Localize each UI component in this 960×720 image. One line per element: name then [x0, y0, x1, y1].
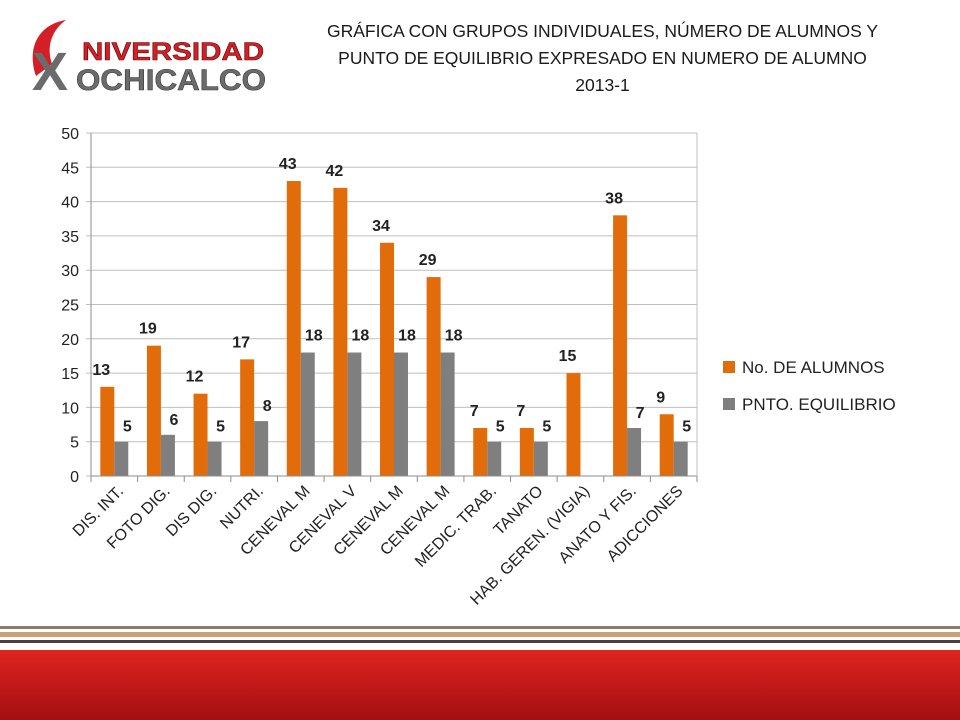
bar-alumnos: [613, 215, 628, 476]
y-tick-label: 10: [61, 400, 79, 417]
chart-title-line-2: PUNTO DE EQUILIBRIO EXPRESADO EN NUMERO …: [338, 48, 867, 68]
bar-equilibrio: [114, 441, 129, 476]
y-tick-label: 35: [61, 229, 79, 246]
data-label-equilibrio: 8: [263, 398, 272, 415]
x-category-label: DIS DIG.: [163, 483, 220, 540]
logo-line-2: OCHICALCO: [76, 64, 266, 97]
bar-equilibrio: [300, 352, 315, 476]
data-label-alumnos: 19: [139, 321, 157, 338]
bar-alumnos: [380, 242, 394, 476]
axes: [90, 133, 698, 482]
footer-band: [0, 626, 960, 720]
bar-equilibrio: [160, 434, 175, 476]
data-label-alumnos: 12: [186, 369, 204, 386]
data-label-alumnos: 15: [559, 348, 577, 365]
data-label-alumnos: 17: [232, 334, 250, 351]
bar-alumnos: [193, 393, 208, 476]
bar-equilibrio: [440, 352, 455, 476]
y-tick-label: 50: [61, 126, 79, 143]
bar-alumnos: [519, 427, 534, 476]
data-label-equilibrio: 5: [496, 419, 505, 436]
footer-line-dark: [0, 640, 960, 643]
legend-label: No. DE ALUMNOS: [742, 358, 885, 377]
bar-alumnos: [146, 345, 161, 476]
y-axis-tick-labels: 0 5 10 15 20 25 30 35 40 45 50: [61, 126, 79, 486]
y-tick-label: 40: [61, 195, 79, 212]
data-label-alumnos: 13: [92, 362, 110, 379]
data-label-alumnos: 43: [279, 156, 297, 173]
footer-red-bar: [0, 650, 960, 720]
data-label-equilibrio: 6: [169, 412, 178, 429]
bar-alumnos: [333, 187, 348, 476]
data-label-alumnos: 42: [325, 163, 343, 180]
bar-equilibrio: [254, 421, 269, 476]
y-tick-label: 30: [61, 263, 79, 280]
logo-initial: X: [32, 42, 68, 98]
university-logo: X NIVERSIDAD OCHICALCO: [32, 20, 266, 98]
bar-equilibrio: [673, 441, 688, 476]
chart-title-line-3: 2013-1: [575, 75, 630, 95]
x-category-label: MEDIC. TRAB.: [412, 483, 500, 571]
data-label-alumnos: 7: [516, 403, 525, 420]
bars: [100, 181, 688, 476]
data-label-equilibrio: 18: [398, 328, 416, 345]
bar-alumnos: [566, 373, 581, 476]
legend-swatch: [723, 398, 735, 410]
bar-alumnos: [659, 414, 674, 476]
bar-equilibrio: [207, 441, 222, 476]
y-tick-label: 0: [70, 469, 79, 486]
bar-equilibrio: [627, 427, 642, 476]
legend: No. DE ALUMNOS PNTO. EQUILIBRIO: [723, 358, 896, 414]
y-tick-label: 15: [61, 366, 79, 383]
data-label-equilibrio: 18: [445, 328, 463, 345]
data-label-equilibrio: 7: [636, 405, 645, 422]
data-label-alumnos: 7: [470, 403, 479, 420]
data-label-equilibrio: 5: [542, 419, 551, 436]
logo-line-1: NIVERSIDAD: [82, 38, 264, 66]
y-tick-label: 20: [61, 332, 79, 349]
logo-swoosh-shape: [32, 20, 66, 76]
data-label-alumnos: 29: [419, 252, 437, 269]
data-label-alumnos: 38: [605, 190, 623, 207]
y-tick-label: 45: [61, 160, 79, 177]
data-label-equilibrio: 18: [351, 328, 369, 345]
y-tick-label: 25: [61, 298, 79, 315]
footer-line-gold: [0, 632, 960, 637]
legend-swatch: [723, 361, 735, 373]
data-label-equilibrio: 5: [123, 419, 132, 436]
bar-alumnos: [100, 386, 115, 476]
bar-equilibrio: [347, 352, 362, 476]
bar-alumnos: [473, 427, 488, 476]
x-axis-category-labels: DIS. INT.FOTO DIG.DIS DIG.NUTRI.CENEVAL …: [70, 483, 687, 609]
footer-line-top: [0, 626, 960, 629]
data-label-alumnos: 9: [656, 389, 665, 406]
data-label-equilibrio: 5: [682, 419, 691, 436]
bar-alumnos: [240, 359, 255, 476]
legend-label: PNTO. EQUILIBRIO: [742, 395, 896, 414]
bar-equilibrio: [394, 352, 408, 476]
bar-alumnos: [426, 277, 441, 476]
data-label-equilibrio: 5: [216, 419, 225, 436]
data-label-equilibrio: 18: [305, 328, 323, 345]
bar-alumnos: [286, 181, 301, 476]
data-label-alumnos: 34: [372, 218, 390, 235]
chart-title: GRÁFICA CON GRUPOS INDIVIDUALES, NÚMERO …: [280, 18, 925, 99]
y-tick-label: 5: [70, 435, 79, 452]
bar-equilibrio: [533, 441, 548, 476]
bar-equilibrio: [487, 441, 502, 476]
chart-title-line-1: GRÁFICA CON GRUPOS INDIVIDUALES, NÚMERO …: [326, 21, 879, 41]
